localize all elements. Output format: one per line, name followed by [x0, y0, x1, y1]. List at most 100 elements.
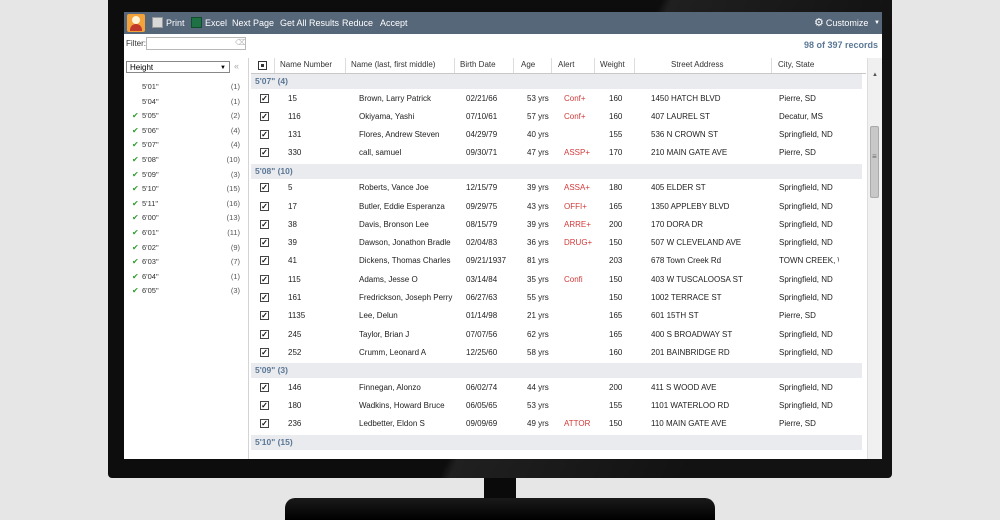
- user-avatar-icon[interactable]: [127, 14, 145, 32]
- facet-label: 5'04": [142, 96, 159, 106]
- vertical-scrollbar[interactable]: ▲: [867, 58, 882, 459]
- facet-item[interactable]: ✔ 5'08" (10): [124, 155, 242, 166]
- cell-weight: 170: [609, 148, 623, 158]
- customize-dropdown-icon[interactable]: ▼: [874, 20, 880, 26]
- print-button[interactable]: Print: [152, 12, 185, 34]
- facet-item[interactable]: ✔ 5'07" (4): [124, 140, 242, 151]
- table-row[interactable]: ✓ 131 Flores, Andrew Steven 04/29/79 40 yrs 1…: [251, 126, 862, 144]
- row-checkbox[interactable]: ✓: [260, 238, 269, 248]
- facet-item[interactable]: ✔ 5'06" (4): [124, 126, 242, 137]
- row-checkbox[interactable]: ✓: [260, 311, 269, 321]
- group-header[interactable]: 5'09" (3): [251, 363, 862, 379]
- cell-birth-date: 06/05/65: [466, 401, 498, 410]
- facet-count: (7): [230, 257, 240, 267]
- group-header[interactable]: 5'08" (10): [251, 163, 862, 179]
- accept-button[interactable]: Accept: [380, 18, 408, 28]
- table-row[interactable]: ✓ 161 Fredrickson, Joseph Perry 06/27/63 55 …: [251, 289, 862, 307]
- row-checkbox[interactable]: ✓: [260, 130, 269, 140]
- facet-item[interactable]: ✔ 5'09" (3): [124, 170, 242, 181]
- get-all-results-button[interactable]: Get All Results: [280, 18, 340, 28]
- row-checkbox[interactable]: ✓: [260, 347, 269, 357]
- facet-item[interactable]: ✔ 5'05" (2): [124, 111, 242, 122]
- table-row[interactable]: ✓ 41 Dickens, Thomas Charles 09/21/1937 81 y…: [251, 252, 862, 270]
- facet-select[interactable]: Height ▼: [126, 61, 230, 73]
- row-checkbox[interactable]: ✓: [260, 329, 269, 339]
- table-row[interactable]: ✓ 252 Crumm, Leonard A 12/25/60 58 yrs 160 201…: [251, 344, 862, 362]
- cell-street-address: 1002 TERRACE ST: [651, 293, 722, 302]
- scrollbar-thumb[interactable]: [870, 126, 879, 198]
- col-weight[interactable]: Weight: [600, 60, 625, 69]
- facet-item[interactable]: 5'04" (1): [124, 97, 242, 108]
- table-row[interactable]: ✓ 146 Finnegan, Alonzo 06/02/74 44 yrs 200 411…: [251, 379, 862, 397]
- table-row[interactable]: ✓ 115 Adams, Jesse O 03/14/84 35 yrs Confi 150…: [251, 271, 862, 289]
- table-row[interactable]: ✓ 180 Wadkins, Howard Bruce 06/05/65 53 yrs 1…: [251, 397, 862, 415]
- cell-name-number: 146: [288, 382, 302, 392]
- col-name[interactable]: Name (last, first middle): [351, 60, 436, 69]
- cell-weight: 160: [609, 111, 623, 121]
- reduce-button[interactable]: Reduce: [342, 18, 374, 28]
- table-row[interactable]: ✓ 116 Okiyama, Yashi 07/10/61 57 yrs Conf+ 160…: [251, 108, 862, 126]
- facet-item[interactable]: ✔ 6'02" (9): [124, 243, 242, 254]
- record-count: 98 of 397 records: [803, 40, 878, 50]
- scroll-up-icon[interactable]: ▲: [872, 72, 878, 78]
- row-checkbox[interactable]: ✓: [260, 274, 269, 284]
- cell-city-state: Decatur, MS: [779, 111, 824, 121]
- cell-alert: ATTOR: [564, 419, 591, 429]
- row-checkbox[interactable]: ✓: [260, 93, 269, 103]
- facet-item[interactable]: 5'01" (1): [124, 82, 242, 93]
- table-row[interactable]: ✓ 5 Roberts, Vance Joe 12/15/79 39 yrs ASSA+ 1…: [251, 179, 862, 197]
- col-age[interactable]: Age: [521, 60, 536, 69]
- row-checkbox[interactable]: ✓: [260, 382, 269, 392]
- facet-item[interactable]: ✔ 6'05" (3): [124, 286, 242, 297]
- col-alert[interactable]: Alert: [558, 60, 575, 69]
- cell-name: Okiyama, Yashi: [359, 111, 415, 121]
- table-row[interactable]: ✓ 245 Taylor, Brian J 07/07/56 62 yrs 165 400 …: [251, 326, 862, 344]
- row-checkbox[interactable]: ✓: [260, 148, 269, 158]
- cell-name: Flores, Andrew Steven: [359, 130, 440, 140]
- table-row[interactable]: ✓ 15 Brown, Larry Patrick 02/21/66 53 yrs Con…: [251, 90, 862, 108]
- cell-city-state: Pierre, SD: [779, 419, 816, 429]
- cell-alert: Confi: [564, 274, 583, 284]
- col-birth-date[interactable]: Birth Date: [460, 60, 496, 69]
- facet-item[interactable]: ✔ 6'01" (11): [124, 228, 242, 239]
- facet-item[interactable]: ✔ 6'04" (1): [124, 272, 242, 283]
- cell-name-number: 236: [288, 419, 302, 429]
- cell-age: 43 yrs: [527, 201, 549, 211]
- facet-item[interactable]: ✔ 6'03" (7): [124, 257, 242, 268]
- clear-filter-icon[interactable]: ⌫: [235, 38, 247, 47]
- next-page-button[interactable]: Next Page: [232, 18, 275, 28]
- row-checkbox[interactable]: ✓: [260, 183, 269, 193]
- table-row[interactable]: ✓ 1135 Lee, Delun 01/14/98 21 yrs 165 601 15TH…: [251, 307, 862, 325]
- cell-name: Dawson, Jonathon Bradle: [359, 238, 451, 248]
- collapse-panel-icon[interactable]: «: [234, 61, 240, 71]
- row-checkbox[interactable]: ✓: [260, 401, 269, 410]
- table-row[interactable]: ✓ 330 call, samuel 09/30/71 47 yrs ASSP+ 170 21…: [251, 144, 862, 162]
- row-checkbox[interactable]: ✓: [260, 256, 269, 266]
- col-name-number[interactable]: Name Number: [280, 60, 333, 69]
- excel-button[interactable]: Excel: [191, 12, 227, 34]
- cell-birth-date: 07/10/61: [466, 111, 498, 121]
- col-city-state[interactable]: City, State: [778, 60, 815, 69]
- facet-item[interactable]: ✔ 5'10" (15): [124, 184, 242, 195]
- customize-button[interactable]: ⚙ Customize: [814, 17, 869, 29]
- checkmark-icon: ✔: [132, 140, 139, 150]
- row-checkbox[interactable]: ✓: [260, 111, 269, 121]
- row-checkbox[interactable]: ✓: [260, 201, 269, 211]
- table-row[interactable]: ✓ 236 Ledbetter, Eldon S 09/09/69 49 yrs ATTO…: [251, 415, 862, 433]
- checkmark-icon: ✔: [132, 228, 139, 237]
- filter-input[interactable]: [146, 37, 246, 50]
- cell-age: 81 yrs: [527, 256, 549, 266]
- select-all-checkbox[interactable]: [258, 61, 267, 70]
- table-row[interactable]: ✓ 17 Butler, Eddie Esperanza 09/29/75 43 yrs…: [251, 198, 862, 216]
- cell-street-address: 1101 WATERLOO RD: [651, 401, 730, 410]
- row-checkbox[interactable]: ✓: [260, 293, 269, 302]
- group-header[interactable]: 5'10" (15): [251, 434, 862, 450]
- col-street-address[interactable]: Street Address: [671, 60, 724, 69]
- table-row[interactable]: ✓ 39 Dawson, Jonathon Bradle 02/04/83 36 yrs…: [251, 234, 862, 252]
- row-checkbox[interactable]: ✓: [260, 419, 269, 429]
- facet-item[interactable]: ✔ 6'00" (13): [124, 213, 242, 224]
- group-header[interactable]: 5'07" (4): [251, 74, 862, 89]
- row-checkbox[interactable]: ✓: [260, 219, 269, 229]
- table-row[interactable]: ✓ 38 Davis, Bronson Lee 08/15/79 39 yrs ARRE+…: [251, 216, 862, 234]
- facet-item[interactable]: ✔ 5'11" (16): [124, 199, 242, 210]
